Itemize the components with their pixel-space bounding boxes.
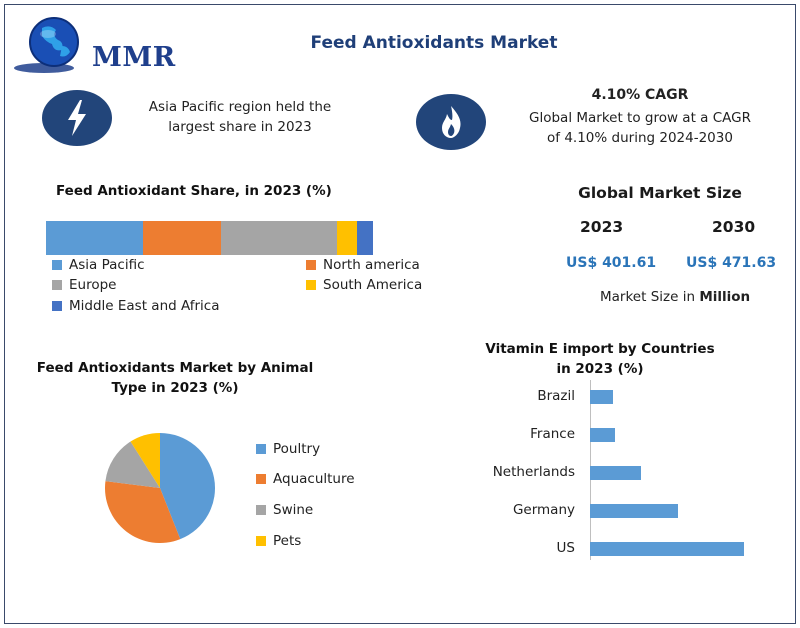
legend-aquaculture: Aquaculture xyxy=(256,471,355,487)
legend-swatch xyxy=(256,474,266,484)
year-2030: 2030 xyxy=(712,218,756,236)
cagr-heading: 4.10% CAGR xyxy=(591,87,689,103)
legend-swatch xyxy=(306,260,316,270)
bar-france xyxy=(590,428,615,442)
bar-label-us: US xyxy=(556,540,575,556)
cagr-info-line2: of 4.10% during 2024-2030 xyxy=(547,130,733,146)
pie-slice-poultry xyxy=(160,433,215,540)
legend-swine: Swine xyxy=(256,502,313,518)
legend-label: Europe xyxy=(69,277,117,293)
legend-swatch xyxy=(306,280,316,290)
stack-segment-asia-pacific xyxy=(46,221,144,255)
infographic-frame xyxy=(4,4,796,624)
legend-asia-pacific: Asia Pacific xyxy=(52,257,145,273)
vitamin-e-chart-title-line1: Vitamin E import by Countries xyxy=(485,341,715,357)
legend-poultry: Poultry xyxy=(256,441,320,457)
legend-swatch xyxy=(52,280,62,290)
cagr-info-line1: Global Market to grow at a CAGR xyxy=(529,110,751,126)
mmr-logo: MMR xyxy=(14,12,175,76)
legend-label: Asia Pacific xyxy=(69,257,145,273)
bar-germany xyxy=(590,504,678,518)
year-2023: 2023 xyxy=(580,218,624,236)
bar-netherlands xyxy=(590,466,641,480)
vitamin-e-chart-title-line2: in 2023 (%) xyxy=(556,361,644,377)
market-size-unit: Million xyxy=(699,289,751,305)
legend-label: Middle East and Africa xyxy=(69,298,220,314)
bar-label-france: France xyxy=(530,426,575,442)
market-size-note: Market Size in Million xyxy=(600,289,750,305)
bar-label-brazil: Brazil xyxy=(537,388,575,404)
lightning-bolt-icon xyxy=(42,90,112,146)
legend-south-america: South America xyxy=(306,277,422,293)
legend-pets: Pets xyxy=(256,533,301,549)
animal-type-chart-title: Feed Antioxidants Market by Animal Type … xyxy=(30,358,320,398)
pie-slice-aquaculture xyxy=(104,481,181,543)
bar-label-germany: Germany xyxy=(512,502,575,518)
legend-label: Pets xyxy=(273,533,302,549)
stack-segment-europe xyxy=(220,221,338,255)
legend-label: Aquaculture xyxy=(273,471,355,487)
legend-swatch xyxy=(52,301,62,311)
value-2030: US$ 471.63 xyxy=(686,255,777,271)
globe-icon xyxy=(14,17,79,73)
legend-label: Poultry xyxy=(273,441,321,457)
legend-swatch xyxy=(256,505,266,515)
animal-type-pie-chart xyxy=(104,433,215,543)
stack-segment-south-america xyxy=(337,221,357,255)
bar-label-netherlands: Netherlands xyxy=(492,464,575,480)
cagr-info: Global Market to grow at a CAGR of 4.10%… xyxy=(520,108,760,148)
vitamin-e-chart-title: Vitamin E import by Countries in 2023 (%… xyxy=(480,339,720,379)
value-2023: US$ 401.61 xyxy=(566,255,657,271)
bar-us xyxy=(590,542,744,556)
logo-text: MMR xyxy=(92,42,176,73)
legend-swatch xyxy=(52,260,62,270)
asia-pacific-info: Asia Pacific region held the largest sha… xyxy=(140,97,340,137)
legend-middle-east-africa: Middle East and Africa xyxy=(52,298,220,314)
share-chart-title: Feed Antioxidant Share, in 2023 (%) xyxy=(56,183,332,199)
stack-segment-middle-east-and-africa xyxy=(356,221,373,255)
asia-pacific-info-line1: Asia Pacific region held the xyxy=(148,99,332,115)
legend-label: Swine xyxy=(273,502,314,518)
legend-label: North america xyxy=(323,257,420,273)
legend-label: South America xyxy=(323,277,423,293)
animal-type-chart-title-line1: Feed Antioxidants Market by Animal xyxy=(36,360,314,376)
global-market-size-title: Global Market Size xyxy=(578,184,742,202)
page-title: Feed Antioxidants Market xyxy=(310,33,558,53)
flame-icon xyxy=(416,94,486,150)
asia-pacific-info-line2: largest share in 2023 xyxy=(168,119,312,135)
stack-segment-north-america xyxy=(143,221,221,255)
bar-brazil xyxy=(590,390,614,404)
legend-swatch xyxy=(256,536,266,546)
pie-slice-pets xyxy=(130,433,160,488)
legend-swatch xyxy=(256,444,266,454)
share-stacked-bar xyxy=(46,221,373,255)
animal-type-chart-title-line2: Type in 2023 (%) xyxy=(111,380,239,396)
market-size-note-prefix: Market Size in xyxy=(600,289,700,305)
legend-europe: Europe xyxy=(52,277,116,293)
legend-north-america: North america xyxy=(306,257,420,273)
pie-slice-swine xyxy=(105,441,160,488)
